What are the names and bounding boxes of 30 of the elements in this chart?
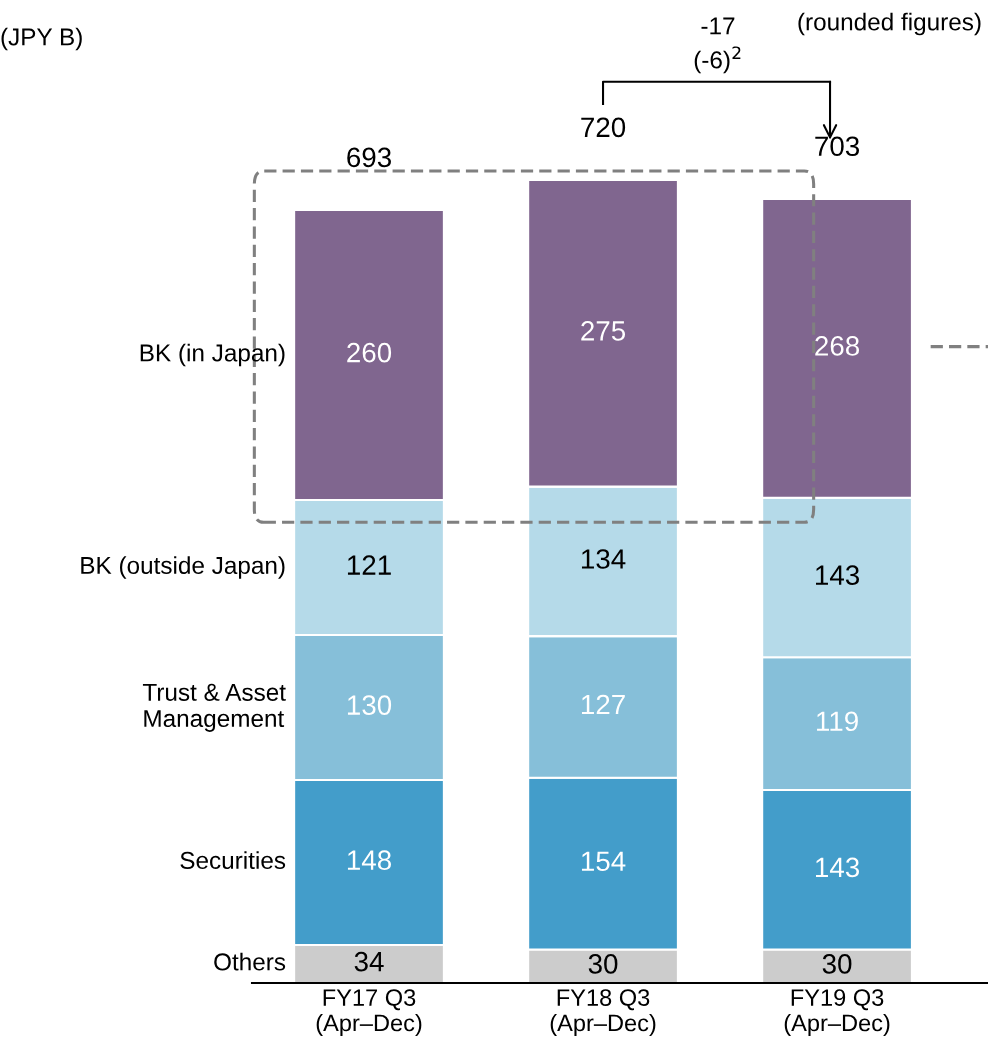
series-label: Securities bbox=[180, 851, 286, 870]
data-label: 30 bbox=[822, 954, 852, 974]
data-label: 127 bbox=[581, 694, 625, 715]
text: (rounded figures) bbox=[798, 12, 981, 36]
data-label: 143 bbox=[816, 857, 860, 878]
data-label: 148 bbox=[347, 850, 391, 870]
text: (JPY B) bbox=[1, 27, 82, 51]
data-label: 121 bbox=[347, 555, 391, 575]
data-label: 268 bbox=[815, 336, 860, 356]
series-label: BK (outside Japan) bbox=[81, 556, 285, 579]
total-label: 720 bbox=[581, 117, 626, 138]
data-label: 119 bbox=[817, 711, 858, 732]
total-label: 703 bbox=[815, 136, 860, 157]
data-label: 260 bbox=[347, 342, 392, 363]
series-label: Trust & Asset Management bbox=[142, 683, 286, 732]
series-label: Others bbox=[214, 952, 286, 971]
data-label: 30 bbox=[588, 954, 618, 974]
data-label: 154 bbox=[581, 851, 626, 872]
total-label: 693 bbox=[347, 147, 391, 168]
x-tick-label: FY19 Q3 (Apr–Dec) bbox=[784, 989, 890, 1036]
x-tick-label: FY17 Q3 (Apr–Dec) bbox=[316, 989, 422, 1036]
series-label: BK (in Japan) bbox=[140, 343, 285, 367]
data-label: 130 bbox=[347, 695, 392, 715]
data-label: 143 bbox=[816, 565, 860, 585]
x-tick-label: FY18 Q3 (Apr–Dec) bbox=[550, 989, 656, 1036]
data-label: 134 bbox=[581, 549, 626, 569]
text: -17 bbox=[701, 17, 735, 35]
data-label: 275 bbox=[581, 321, 626, 341]
text: (-6)$^{2}$ bbox=[694, 46, 741, 74]
data-label: 34 bbox=[354, 951, 384, 972]
